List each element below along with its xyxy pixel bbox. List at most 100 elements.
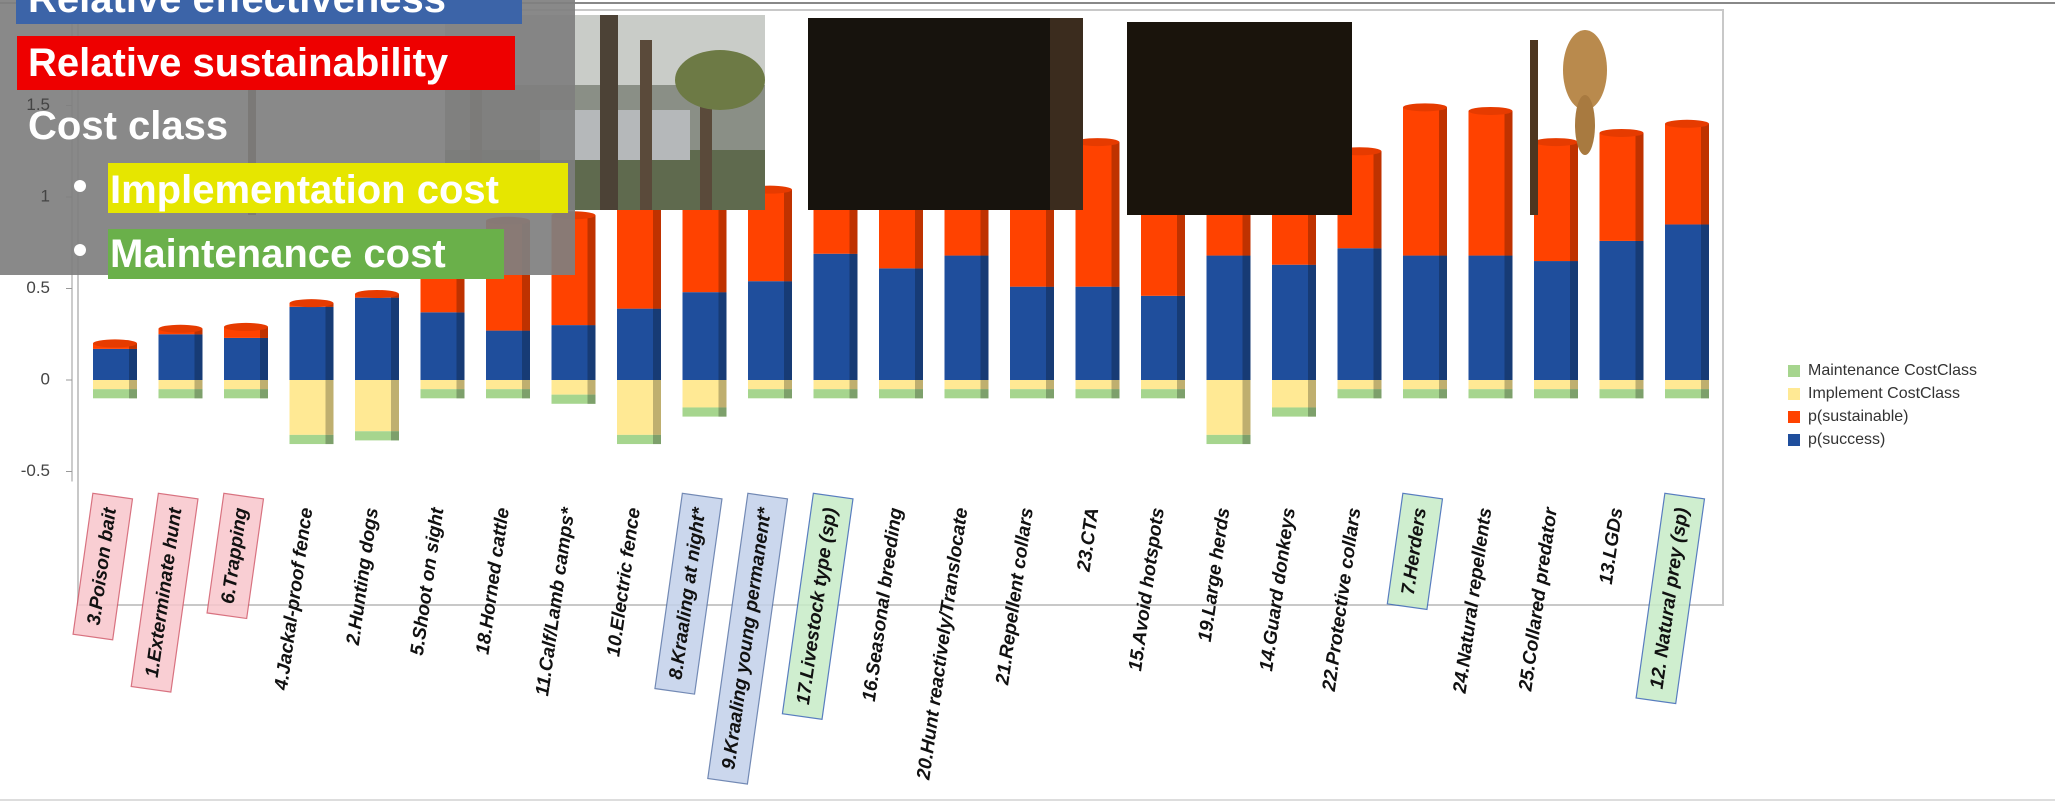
bar [1534, 380, 1578, 390]
x-tick-label: 19.Large herds [1195, 506, 1235, 643]
bar-segment [551, 380, 596, 395]
bar-segment [355, 289, 399, 298]
bar-segment [748, 281, 792, 380]
bar-side [915, 380, 923, 390]
bar [1010, 380, 1054, 390]
bar-side [784, 389, 792, 399]
bar-segment [1599, 380, 1644, 390]
bar-side [522, 220, 530, 331]
label-highlight [781, 492, 854, 720]
bar-side [1111, 286, 1120, 380]
bar-side [1570, 261, 1578, 380]
bar-segment [224, 322, 268, 338]
overlay-item: Cost class [28, 104, 228, 148]
bar-segment [1403, 389, 1447, 399]
bar-segment [355, 380, 399, 432]
bar-side [1570, 380, 1578, 390]
bar-segment [1534, 138, 1578, 262]
bar [813, 389, 858, 399]
bar-side [653, 434, 661, 445]
bar [944, 380, 989, 390]
bar-segment [1534, 261, 1578, 380]
x-tick-label: 10.Electric fence [603, 506, 645, 658]
bar-side [587, 380, 596, 395]
bar-side [653, 180, 661, 309]
bar-side [194, 334, 203, 380]
bar-segment [1141, 380, 1185, 390]
overlay-item: Relative sustainability [28, 41, 449, 85]
legend-label: Maintenance CostClass [1808, 362, 1977, 379]
bar-side [1701, 123, 1709, 225]
x-tick-label: 14.Guard donkeys [1256, 506, 1300, 672]
bar-segment [1141, 295, 1185, 380]
bar [1534, 389, 1578, 399]
bar-side [915, 268, 923, 380]
label-highlight [1386, 492, 1444, 611]
bar [93, 389, 137, 399]
bar-segment [1599, 128, 1644, 241]
bar-side [1701, 380, 1709, 390]
bar-segment [1665, 389, 1709, 399]
bar-side [1439, 255, 1447, 380]
x-tick-label: 15.Avoid hotspots [1125, 506, 1169, 672]
x-tick-label: 11.Calf/Lamb camps* [532, 505, 579, 697]
bar-segment [1599, 389, 1644, 399]
bar-segment [682, 292, 727, 380]
bar-side [784, 189, 792, 282]
bar-side [1439, 380, 1447, 390]
bar-side [260, 380, 268, 390]
bar-segment [1337, 248, 1382, 380]
bar-segment [1468, 255, 1513, 380]
y-tick-label: 1 [41, 186, 50, 205]
bar-segment [1665, 380, 1709, 390]
bar-segment [813, 253, 858, 380]
bar [1599, 380, 1644, 390]
bar-segment [1272, 407, 1316, 417]
bar-segment [944, 389, 989, 399]
overlay-item: Relative effectiveness [28, 0, 446, 21]
bar-segment [1206, 434, 1251, 445]
y-tick-label: 1.5 [26, 95, 50, 114]
bar-side [1701, 224, 1709, 380]
bar-side [1111, 389, 1120, 399]
x-tick-label: 25.Collared predator [1515, 505, 1562, 693]
overlay-bullet: Implementation cost [110, 168, 499, 212]
label-highlight [130, 492, 199, 693]
bar-side [1570, 142, 1578, 262]
bar-segment [1534, 380, 1578, 390]
bar [486, 389, 530, 399]
overlay-panel: Relative effectiveness Relative sustaina… [0, 0, 575, 279]
bar [551, 394, 596, 404]
bar [355, 431, 399, 441]
plot-frame [77, 9, 1724, 606]
bar-side [1111, 380, 1120, 390]
bar-side [1242, 380, 1251, 435]
bar-side [849, 389, 858, 399]
bar [1665, 380, 1709, 390]
bar-side [1308, 264, 1316, 380]
bar-segment [1010, 380, 1054, 390]
bar-segment [879, 380, 923, 390]
bar-side [1308, 407, 1316, 417]
bar-segment [486, 380, 530, 390]
bar-cap [355, 289, 399, 298]
bar-segment [486, 389, 530, 399]
legend-swatch [1788, 365, 1800, 377]
bar-segment [420, 389, 465, 399]
bar-side [784, 380, 792, 390]
legend-label: Implement CostClass [1808, 385, 1960, 402]
bar-side [1046, 140, 1054, 287]
bar-segment [1337, 380, 1382, 390]
bar-side [1177, 389, 1185, 399]
bar [1141, 380, 1185, 390]
bar [1272, 407, 1316, 417]
label-highlight [707, 492, 789, 785]
bar-segment [1468, 389, 1513, 399]
bar-side [325, 306, 334, 380]
bar-segment [944, 255, 989, 380]
bar-segment [93, 389, 137, 399]
bar-side [325, 434, 334, 445]
bar-side [980, 380, 989, 390]
x-tick-label: 13.LGDs [1596, 506, 1628, 585]
bar-side [849, 178, 858, 254]
